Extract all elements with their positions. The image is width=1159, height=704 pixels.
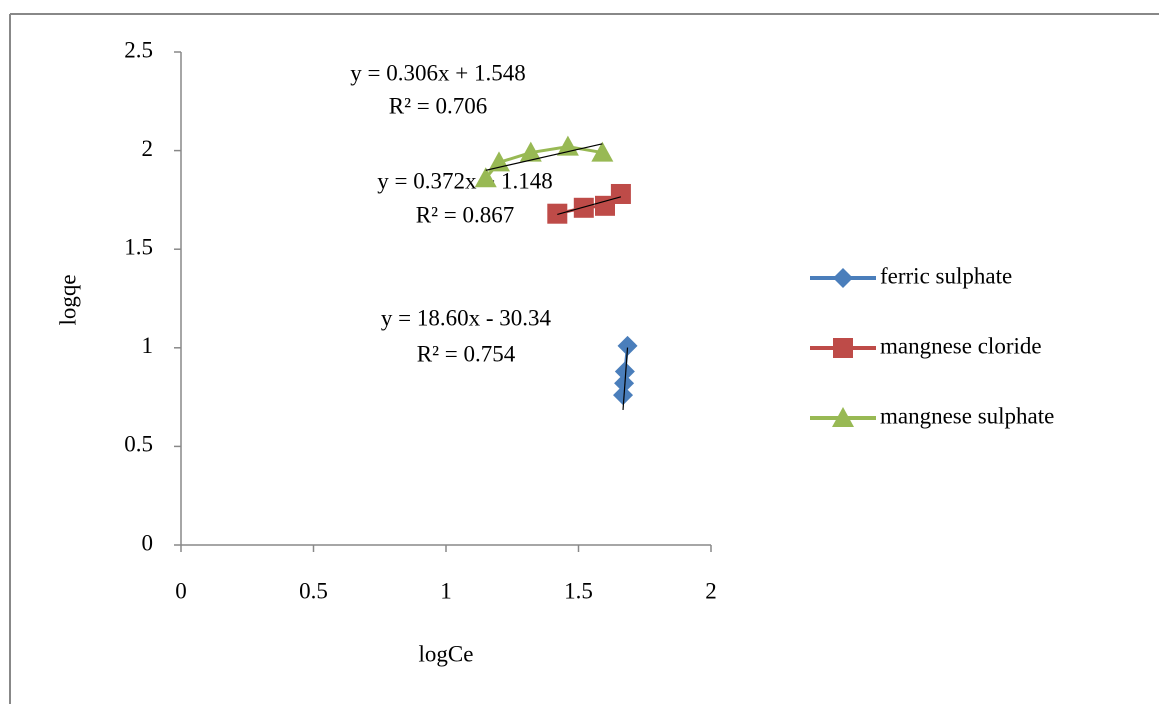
x-axis-title: logCe xyxy=(419,641,474,666)
trendline xyxy=(622,347,629,411)
trendline xyxy=(485,143,603,171)
y-tick-label: 1.5 xyxy=(124,234,153,259)
x-tick-label: 0.5 xyxy=(299,578,328,603)
legend-label: mangnese sulphate xyxy=(880,403,1054,428)
marker xyxy=(573,197,594,218)
x-tick-label: 0 xyxy=(175,578,187,603)
x-tick-label: 2 xyxy=(705,578,717,603)
y-tick-label: 2 xyxy=(142,136,154,161)
y-tick-label: 2.5 xyxy=(124,37,153,62)
marker xyxy=(595,195,615,216)
trendline xyxy=(557,196,622,216)
x-tick-label: 1 xyxy=(440,578,452,603)
y-tick-label: 0.5 xyxy=(124,432,153,457)
trendline-equation: y = 18.60x - 30.34 xyxy=(381,305,552,330)
marker xyxy=(556,135,579,156)
marker xyxy=(474,167,497,188)
trendline-r2: R² = 0.867 xyxy=(416,202,514,227)
marker xyxy=(617,335,638,356)
marker xyxy=(547,203,568,224)
marker xyxy=(591,141,614,162)
y-tick-label: 1 xyxy=(142,333,154,358)
marker xyxy=(614,361,635,382)
trendline-equation: y = 0.372x + 1.148 xyxy=(377,168,552,193)
legend-marker xyxy=(832,407,854,427)
marker xyxy=(610,183,631,204)
trendline-r2: R² = 0.706 xyxy=(389,93,487,118)
trendline-equation: y = 0.306x + 1.548 xyxy=(350,60,525,85)
legend-label: ferric sulphate xyxy=(880,263,1012,288)
marker xyxy=(519,141,542,162)
x-tick-label: 1.5 xyxy=(564,578,593,603)
legend-marker xyxy=(833,268,853,288)
marker xyxy=(614,373,635,394)
y-tick-label: 0 xyxy=(142,530,154,555)
marker xyxy=(613,385,634,406)
legend-marker xyxy=(833,338,853,358)
y-axis-title: logqe xyxy=(55,274,80,325)
legend-label: mangnese cloride xyxy=(880,333,1042,358)
trendline-r2: R² = 0.754 xyxy=(417,341,516,366)
